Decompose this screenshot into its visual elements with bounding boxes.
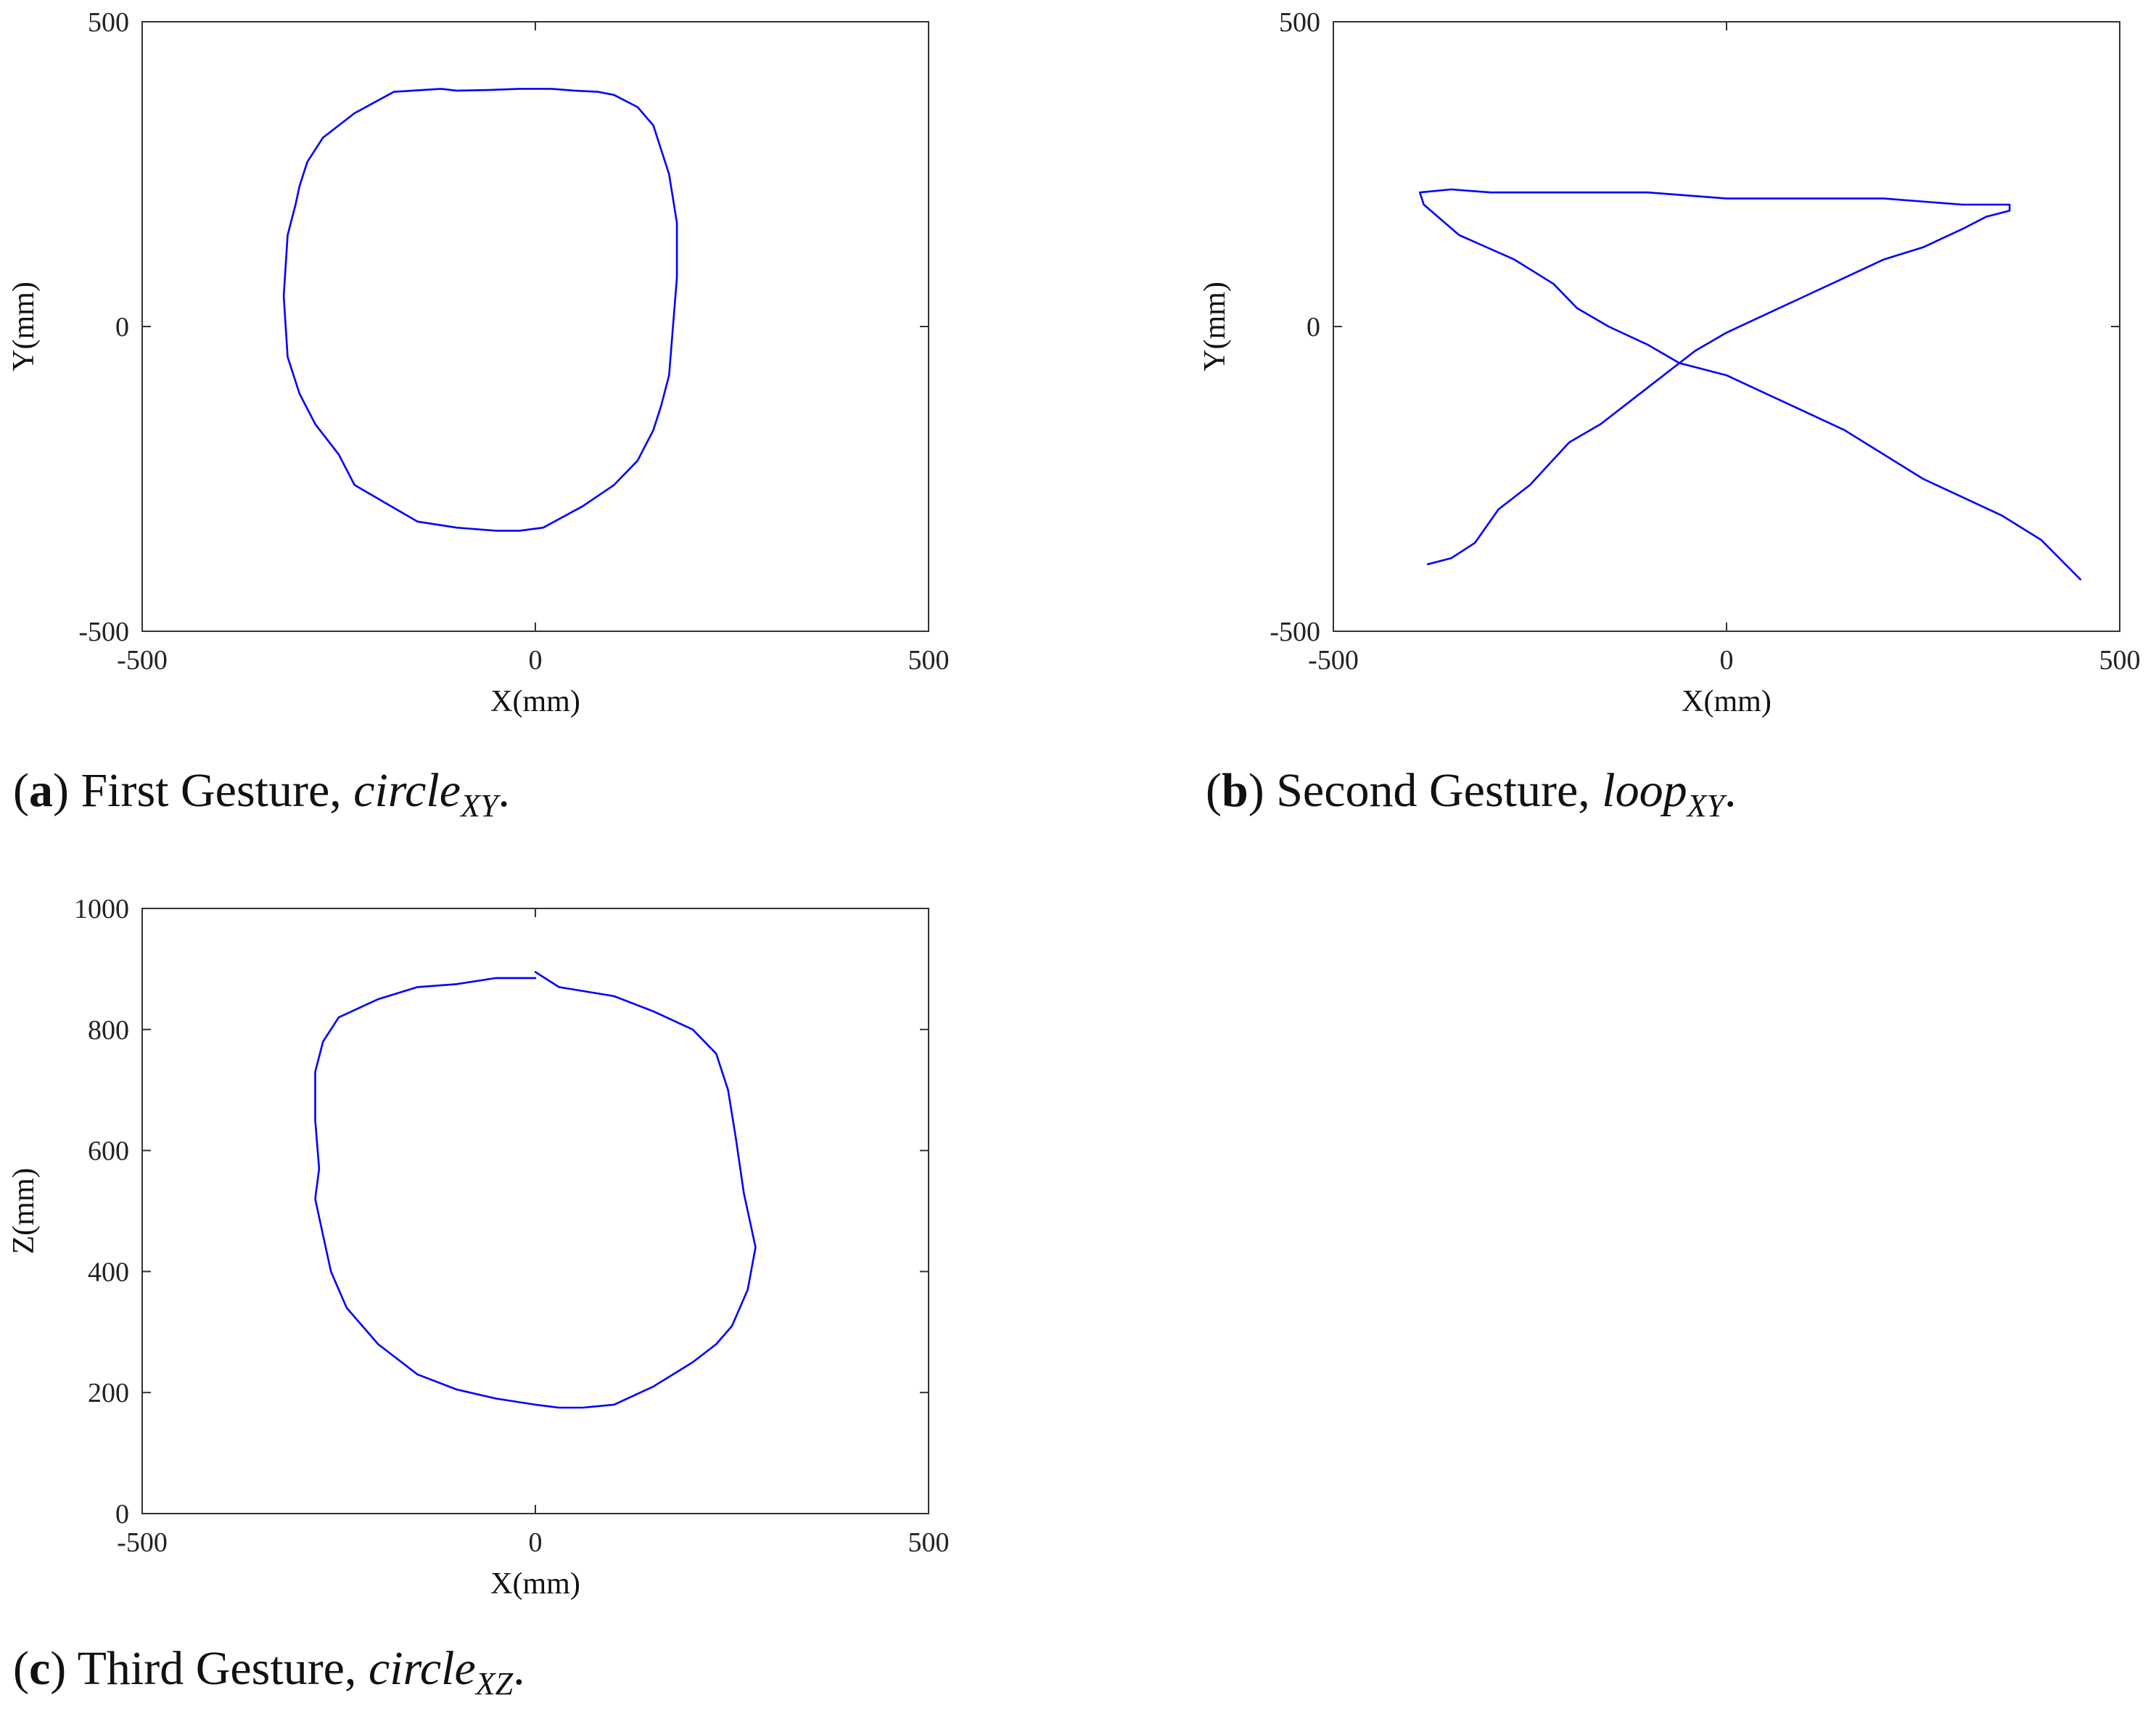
- panel-b-xlabel: X(mm): [1682, 685, 1772, 718]
- caption-c: (c) Third Gesture, circleXZ.: [13, 1642, 525, 1702]
- panel-b-xtick-label: 0: [1720, 645, 1734, 676]
- panel-b-xtick-label: -500: [1308, 645, 1359, 676]
- panel-c-ytick-label: 600: [88, 1136, 129, 1167]
- panel-c-ytick-label: 400: [88, 1257, 129, 1287]
- panel-a-xlabel: X(mm): [490, 685, 580, 718]
- panel-a-ytick-label: 0: [115, 312, 129, 342]
- panel-c-xtick-label: 0: [529, 1527, 543, 1558]
- panel-c-xtick-label: 500: [908, 1527, 950, 1558]
- panel-b-plot: -500 0 500 -500 0 500 X(mm) Y(mm): [1198, 7, 2141, 718]
- caption-a-text: First Gesture,: [81, 764, 342, 817]
- panel-b-ytick-label: 0: [1307, 312, 1320, 342]
- caption-b-text: Second Gesture,: [1276, 764, 1590, 817]
- caption-a: (a) First Gesture, circleXY.: [13, 764, 510, 824]
- caption-b-letter: b: [1221, 764, 1248, 817]
- panel-a-ytick-label: 500: [88, 7, 129, 38]
- panel-b-xtick-label: 500: [2099, 645, 2141, 676]
- panel-a-xtick-label: -500: [117, 645, 168, 676]
- panel-c-xlabel: X(mm): [490, 1567, 580, 1601]
- panel-a-ytick-label: -500: [78, 617, 129, 647]
- panel-b-ylabel: Y(mm): [1198, 282, 1232, 372]
- panel-a-axes-box: [141, 21, 929, 632]
- caption-a-letter: a: [28, 764, 53, 817]
- panel-a-trajectory-line: [282, 88, 678, 532]
- panel-b-ytick-label: -500: [1270, 617, 1320, 647]
- panel-c-xtick-label: -500: [117, 1527, 168, 1558]
- panel-a-xtick-label: 0: [529, 645, 543, 676]
- caption-c-text: Third Gesture,: [77, 1642, 357, 1695]
- panel-c-ytick-label: 1000: [74, 894, 129, 924]
- caption-c-symbol: circle: [368, 1642, 476, 1695]
- panel-c-axes-box: [141, 908, 929, 1514]
- caption-a-symbol: circle: [353, 764, 461, 817]
- panel-b-trajectory-line: [1418, 188, 2082, 580]
- panel-a-ylabel: Y(mm): [7, 282, 41, 372]
- panel-b-ytick-label: 500: [1279, 7, 1320, 38]
- panel-c-ytick-label: 200: [88, 1378, 129, 1408]
- panel-c-ytick-label: 0: [115, 1499, 129, 1530]
- panel-c-trajectory-line: [314, 971, 757, 1409]
- panel-b-axes-box: [1333, 21, 2120, 632]
- panel-a-xtick-label: 500: [908, 645, 950, 676]
- caption-c-subscript: XZ: [475, 1666, 514, 1702]
- panel-a-plot: -500 0 500 -500 0 500 X(mm) Y(mm): [7, 7, 950, 718]
- panel-c-ylabel: Z(mm): [7, 1168, 41, 1255]
- caption-b-subscript: XY: [1687, 788, 1724, 824]
- caption-b-symbol: loop: [1602, 764, 1687, 817]
- panel-c-ytick-label: 800: [88, 1015, 129, 1046]
- caption-c-letter: c: [28, 1642, 51, 1695]
- caption-a-subscript: XY: [461, 788, 498, 824]
- caption-b: (b) Second Gesture, loopXY.: [1206, 764, 1737, 824]
